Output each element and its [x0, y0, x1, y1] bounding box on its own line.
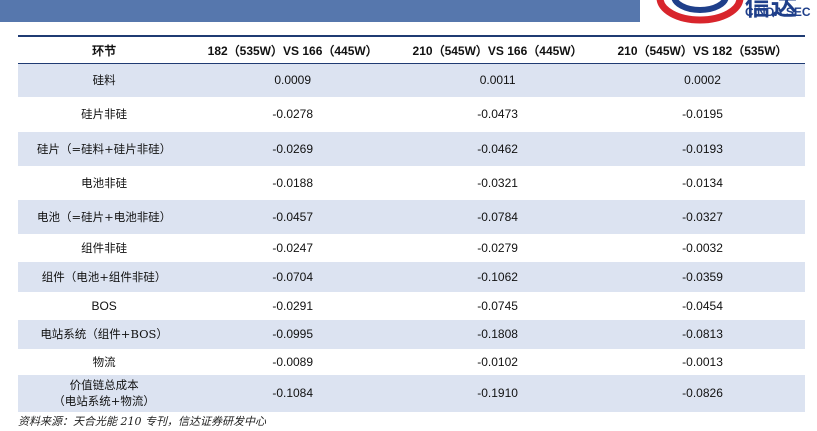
- table-cell: 0.0011: [395, 63, 601, 97]
- row-label: 硅片非硅: [81, 107, 128, 121]
- table-cell: -0.0462: [395, 131, 601, 166]
- table-cell: -0.0279: [477, 240, 518, 255]
- table-row: 电池非硅 -0.0188 -0.0321 -0.0134: [18, 166, 805, 200]
- table-cell: -0.0784: [395, 199, 601, 234]
- table-cell: -0.1910: [395, 374, 601, 412]
- table-row: 硅片（=硅料+硅片非硅） -0.0269 -0.0462 -0.0193: [18, 131, 805, 166]
- logo: 信达 CINDA SEC: [645, 0, 817, 26]
- table-cell: -0.0188: [272, 175, 314, 190]
- row-label: 电池（=硅片+电池非硅）: [18, 199, 191, 234]
- row-label: 电池非硅: [81, 175, 128, 190]
- table-cell: -0.0013: [682, 354, 723, 369]
- table-row: 价值链总成本 （电站系统+物流） -0.1084 -0.1910 -0.0826: [18, 374, 805, 412]
- column-header: 环节: [18, 35, 191, 64]
- table-cell: -0.0454: [682, 298, 723, 313]
- source-note: 资料来源：天合光能 210 专刊，信达证券研发中心: [18, 415, 266, 428]
- table-row: BOS -0.0291 -0.0745 -0.0454: [18, 292, 805, 320]
- table-cell: -0.1084: [190, 374, 396, 412]
- column-header: 182（535W）VS 166（445W）: [190, 35, 396, 64]
- table-cell: -0.0278: [272, 107, 314, 121]
- table-cell: 0.0009: [190, 63, 396, 97]
- table-cell: -0.0359: [600, 261, 805, 292]
- table-cell: -0.0269: [190, 131, 396, 166]
- table-cell: -0.0473: [477, 107, 518, 121]
- table-row: 硅片非硅 -0.0278 -0.0473 -0.0195: [18, 97, 805, 132]
- table-cell: -0.0195: [682, 107, 723, 121]
- table-cell: -0.1808: [395, 319, 601, 349]
- row-label-line: （电站系统+物流）: [53, 394, 155, 408]
- table-cell: -0.0321: [477, 175, 518, 190]
- table-row: 组件非硅 -0.0247 -0.0279 -0.0032: [18, 234, 805, 262]
- data-table: 环节 182（535W）VS 166（445W） 210（545W）VS 166（4…: [18, 35, 805, 412]
- table-cell: -0.0995: [190, 319, 396, 349]
- row-label: 硅片（=硅料+硅片非硅）: [18, 131, 191, 166]
- header-band: [0, 0, 640, 22]
- table-cell: -0.0032: [682, 240, 723, 255]
- table-cell: -0.0826: [600, 374, 805, 412]
- table-row: 电池（=硅片+电池非硅） -0.0457 -0.0784 -0.0327: [18, 199, 805, 234]
- table-cell: -0.0704: [190, 261, 396, 292]
- row-label: 组件（电池+组件非硅）: [18, 261, 191, 292]
- table-cell: -0.0089: [272, 354, 314, 369]
- row-label: BOS: [91, 298, 117, 313]
- row-label: 价值链总成本 （电站系统+物流）: [18, 374, 191, 412]
- table-cell: -0.0327: [600, 199, 805, 234]
- table-cell: -0.0745: [477, 298, 518, 313]
- table-cell: -0.0247: [272, 240, 314, 255]
- row-label-line: 价值链总成本: [69, 378, 139, 392]
- table-cell: -0.0102: [477, 354, 518, 369]
- table-cell: -0.1062: [395, 261, 601, 292]
- logo-text: CINDA SEC: [745, 5, 811, 19]
- table-cell: 0.0002: [600, 63, 805, 97]
- row-label: 组件非硅: [81, 240, 128, 255]
- header-row: 环节 182（535W）VS 166（445W） 210（545W）VS 166（4…: [18, 35, 805, 64]
- row-label: 物流: [92, 354, 116, 369]
- logo-mark: [656, 0, 744, 24]
- table-cell: -0.0813: [600, 319, 805, 349]
- logo-cn: 信达: [745, 0, 798, 22]
- table-row: 电站系统（组件+BOS） -0.0995 -0.1808 -0.0813: [18, 319, 805, 349]
- table-cell: -0.0134: [682, 175, 723, 190]
- table-cell: -0.0291: [272, 298, 314, 313]
- table-row: 物流 -0.0089 -0.0102 -0.0013: [18, 349, 805, 375]
- column-header: 210（545W）VS 166（445W）: [395, 35, 601, 64]
- row-label: 硅料: [18, 63, 191, 97]
- table-cell: -0.0457: [190, 199, 396, 234]
- column-header: 210（545W）VS 182（535W）: [600, 35, 805, 64]
- row-label: 电站系统（组件+BOS）: [18, 319, 191, 349]
- table-cell: -0.0193: [600, 131, 805, 166]
- table-row: 组件（电池+组件非硅） -0.0704 -0.1062 -0.0359: [18, 261, 805, 292]
- table-row: 硅料 0.0009 0.0011 0.0002: [18, 63, 805, 97]
